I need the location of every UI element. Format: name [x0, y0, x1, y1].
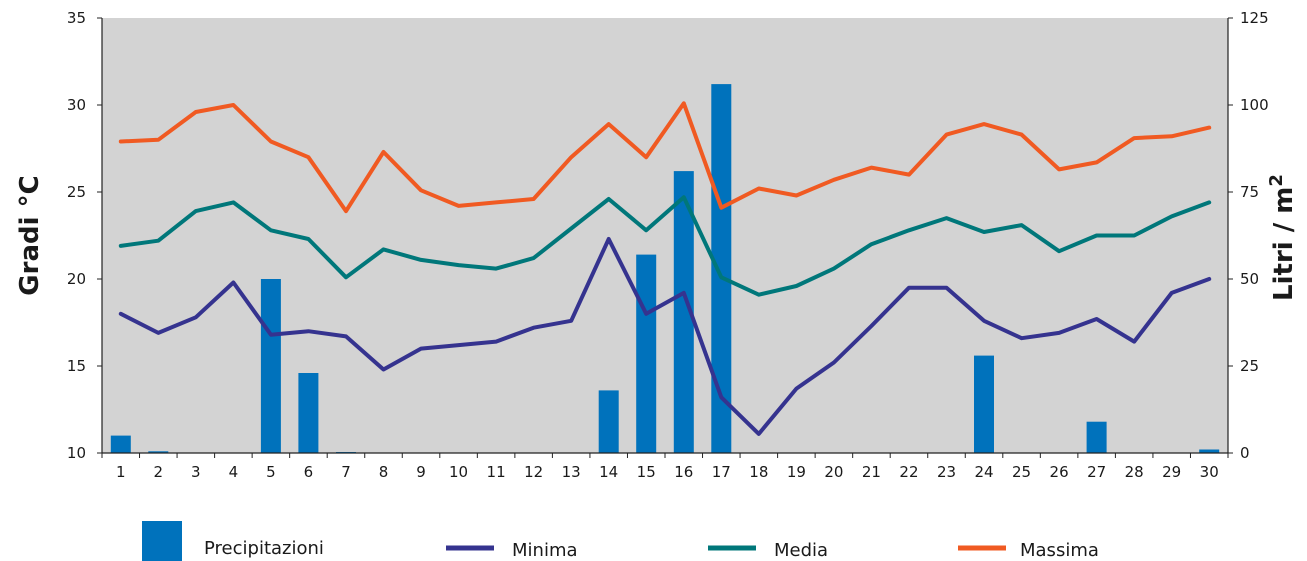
precipitation-bar-27	[1086, 421, 1107, 453]
x-tick-label: 11	[487, 463, 506, 481]
legend-item-precipitazioni: Precipitazioni	[142, 521, 324, 561]
x-tick-label: 14	[599, 463, 618, 481]
x-tick-label: 10	[449, 463, 468, 481]
x-tick-label: 19	[787, 463, 806, 481]
precipitation-bar-16	[673, 171, 694, 453]
x-tick-label: 1	[116, 463, 126, 481]
y-tick-label-left: 20	[67, 270, 86, 288]
precipitation-bar-30	[1199, 449, 1220, 453]
legend-label: Media	[774, 540, 828, 561]
x-tick-label: 7	[341, 463, 351, 481]
precipitation-bar-2	[148, 451, 169, 453]
precipitation-bar-24	[974, 355, 994, 453]
x-tick-label: 26	[1050, 463, 1069, 481]
legend-label: Massima	[1020, 540, 1099, 561]
x-tick-label: 2	[154, 463, 164, 481]
y-tick-label-right: 50	[1240, 270, 1259, 288]
x-tick-label: 24	[974, 463, 993, 481]
series-line-massima	[118, 101, 1212, 214]
x-tick-label: 5	[266, 463, 276, 481]
y-tick-label-right: 100	[1240, 96, 1269, 114]
legend: Precipitazioni Minima Media Massima	[142, 521, 1099, 561]
x-tick-label: 27	[1087, 463, 1106, 481]
x-tick-label: 30	[1200, 463, 1219, 481]
x-tick-label: 16	[674, 463, 693, 481]
y-tick-label-left: 15	[67, 357, 86, 375]
x-tick-label: 18	[749, 463, 768, 481]
precipitation-bar-17	[711, 84, 732, 453]
y-tick-label-right: 125	[1240, 9, 1269, 27]
x-tick-label: 6	[304, 463, 314, 481]
legend-swatch	[142, 521, 182, 561]
precipitation-bar-1	[110, 435, 131, 453]
x-tick-label: 4	[229, 463, 239, 481]
x-tick-label: 3	[191, 463, 201, 481]
legend-item-minima: Minima	[446, 540, 578, 561]
y-tick-label-right: 75	[1240, 183, 1259, 201]
series-line-minima	[118, 237, 1212, 436]
x-tick-label: 21	[862, 463, 881, 481]
x-tick-label: 9	[416, 463, 426, 481]
y-tick-label-left: 35	[67, 9, 86, 27]
x-tick-label: 22	[899, 463, 918, 481]
precipitation-bars	[110, 84, 1220, 453]
x-tick-label: 17	[712, 463, 731, 481]
x-tick-label: 23	[937, 463, 956, 481]
y-tick-label-right: 25	[1240, 357, 1259, 375]
precipitation-bar-6	[298, 373, 319, 453]
x-tick-label: 13	[562, 463, 581, 481]
y-tick-label-left: 10	[67, 444, 86, 462]
x-tick-label: 12	[524, 463, 543, 481]
x-tick-label: 28	[1125, 463, 1144, 481]
x-tick-label: 15	[637, 463, 656, 481]
y-axis-left-title: Gradi °C	[15, 175, 45, 295]
y-axis-right-title: Litri / m2	[1266, 174, 1299, 301]
legend-label: Precipitazioni	[204, 538, 324, 559]
y-tick-label-right: 0	[1240, 444, 1250, 462]
legend-label: Minima	[512, 540, 578, 561]
y-tick-label-left: 25	[67, 183, 86, 201]
legend-item-massima: Massima	[958, 540, 1099, 561]
legend-item-media: Media	[708, 540, 828, 561]
x-tick-label: 25	[1012, 463, 1031, 481]
temperature-lines	[118, 101, 1212, 436]
x-tick-label: 29	[1162, 463, 1181, 481]
y-axis-right-title-superscript: 2	[1266, 174, 1287, 187]
x-tick-label: 20	[824, 463, 843, 481]
x-tick-label: 8	[379, 463, 389, 481]
y-axis-right-title-base: Litri / m	[1269, 187, 1299, 301]
precipitation-bar-15	[636, 254, 657, 453]
precipitation-bar-14	[598, 390, 619, 453]
y-tick-label-left: 30	[67, 96, 86, 114]
precipitation-bar-5	[260, 279, 281, 453]
axes	[97, 17, 1233, 458]
series-line-media	[118, 195, 1212, 297]
